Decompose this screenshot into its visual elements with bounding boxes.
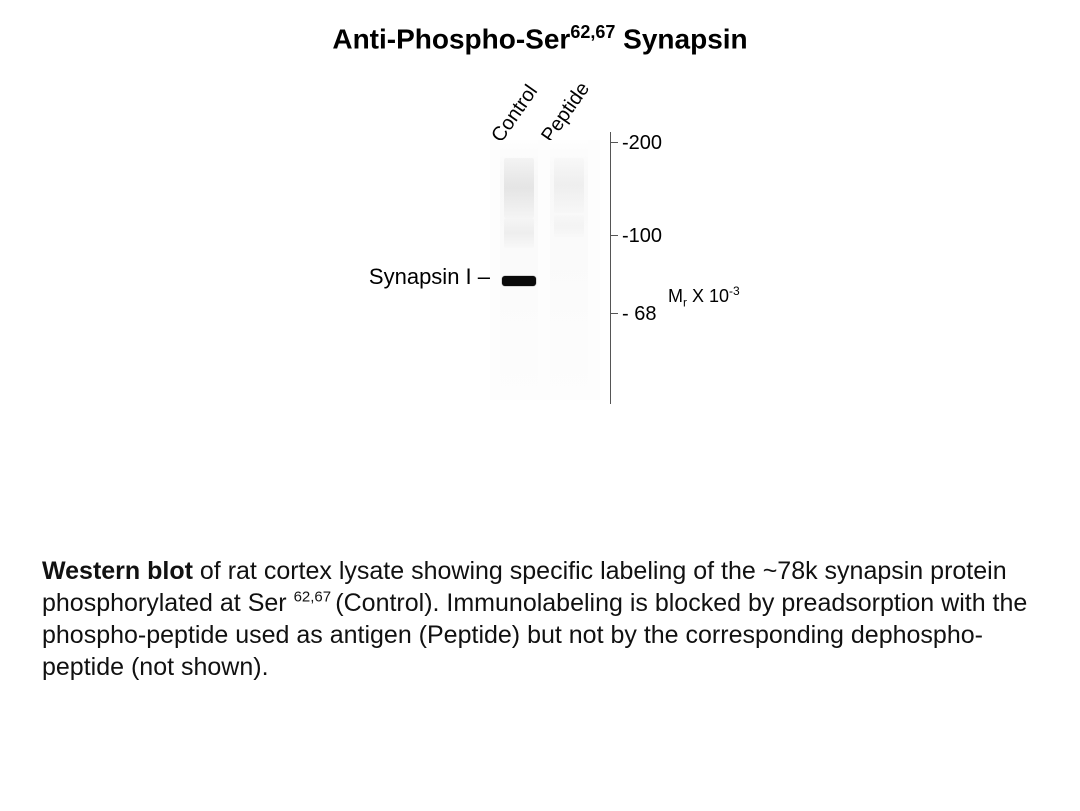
- figure-caption: Western blot of rat cortex lysate showin…: [42, 555, 1042, 683]
- title-suffix: Synapsin: [615, 23, 747, 54]
- caption-sup: 62,67: [294, 589, 336, 606]
- lane-peptide: [550, 140, 588, 400]
- lane-peptide-smear-1: [554, 158, 584, 213]
- title-superscript: 62,67: [570, 22, 615, 42]
- marker-axis: [610, 132, 611, 404]
- title-prefix: Anti-Phospho-Ser: [332, 23, 570, 54]
- western-blot-figure: Control Peptide -200 -100 - 68 Synapsin …: [320, 70, 760, 440]
- marker-label-100: -100: [622, 225, 662, 248]
- protein-label-synapsin: Synapsin I –: [310, 264, 490, 290]
- marker-tick-68: [610, 313, 618, 314]
- lane-control-smear-1: [504, 158, 534, 218]
- figure-title: Anti-Phospho-Ser62,67 Synapsin: [0, 22, 1080, 55]
- marker-label-200: -200: [622, 132, 662, 155]
- lane-label-control: Control: [487, 81, 543, 147]
- lane-control: [500, 140, 538, 400]
- band-synapsin-control: [502, 276, 536, 286]
- marker-tick-100: [610, 235, 618, 236]
- mr-scale-label: Mr X 10-3: [668, 284, 740, 310]
- lane-label-peptide: Peptide: [537, 78, 595, 147]
- lane-peptide-smear-2: [554, 215, 584, 237]
- blot-membrane: [490, 140, 600, 400]
- caption-lead: Western blot: [42, 557, 193, 585]
- lane-control-smear-2: [504, 218, 534, 248]
- marker-label-68: - 68: [622, 303, 656, 326]
- marker-tick-200: [610, 142, 618, 143]
